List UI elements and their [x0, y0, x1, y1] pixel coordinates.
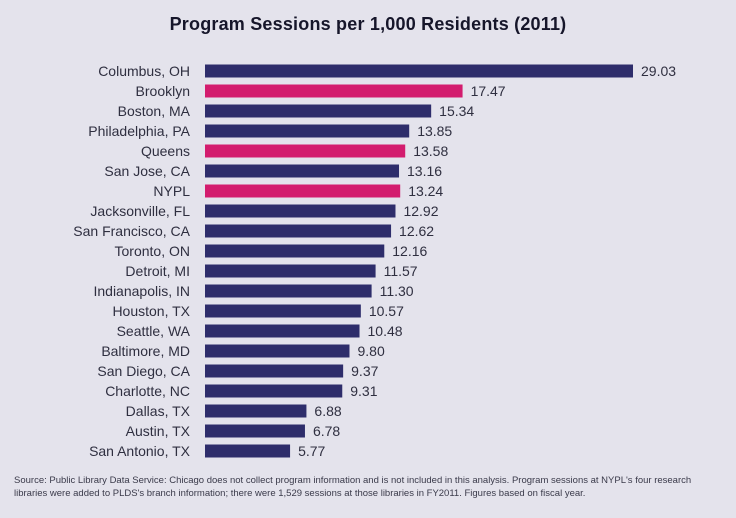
bar-baltimore-md: [205, 344, 350, 358]
bar-detroit-mi: [205, 264, 376, 278]
value-label-dallas-tx: 6.88: [314, 403, 341, 419]
category-label-houston-tx: Houston, TX: [112, 303, 190, 319]
value-label-columbus-oh: 29.03: [641, 63, 676, 79]
value-label-indianapolis-in: 11.30: [380, 283, 414, 299]
bar-columbus-oh: [205, 64, 633, 78]
bar-boston-ma: [205, 104, 432, 118]
bar-seattle-wa: [205, 324, 360, 338]
category-label-san-antonio-tx: San Antonio, TX: [89, 443, 191, 459]
category-label-columbus-oh: Columbus, OH: [98, 63, 190, 79]
value-label-philadelphia-pa: 13.85: [417, 123, 452, 139]
bar-philadelphia-pa: [205, 124, 410, 138]
bar-jacksonville-fl: [205, 204, 396, 218]
category-label-jacksonville-fl: Jacksonville, FL: [90, 203, 190, 219]
value-label-jacksonville-fl: 12.92: [403, 203, 438, 219]
value-label-san-jose-ca: 13.16: [407, 163, 442, 179]
value-label-austin-tx: 6.78: [313, 423, 340, 439]
category-label-boston-ma: Boston, MA: [118, 103, 191, 119]
category-label-san-jose-ca: San Jose, CA: [104, 163, 190, 179]
value-label-san-antonio-tx: 5.77: [298, 443, 325, 459]
bar-queens: [205, 144, 406, 158]
category-label-austin-tx: Austin, TX: [126, 423, 191, 439]
category-label-seattle-wa: Seattle, WA: [117, 323, 191, 339]
bar-nypl: [205, 184, 401, 198]
bar-indianapolis-in: [205, 284, 372, 298]
category-label-charlotte-nc: Charlotte, NC: [105, 383, 190, 399]
bar-austin-tx: [205, 424, 305, 438]
value-label-houston-tx: 10.57: [369, 303, 404, 319]
bar-san-jose-ca: [205, 164, 400, 178]
value-label-san-francisco-ca: 12.62: [399, 223, 434, 239]
category-label-baltimore-md: Baltimore, MD: [101, 343, 190, 359]
value-label-charlotte-nc: 9.31: [350, 383, 377, 399]
category-label-brooklyn: Brooklyn: [136, 83, 190, 99]
bar-brooklyn: [205, 84, 463, 98]
chart-title: Program Sessions per 1,000 Residents (20…: [169, 14, 567, 34]
category-label-nypl: NYPL: [153, 183, 190, 199]
value-label-detroit-mi: 11.57: [384, 263, 418, 279]
category-label-indianapolis-in: Indianapolis, IN: [93, 283, 190, 299]
category-label-queens: Queens: [141, 143, 190, 159]
value-label-seattle-wa: 10.48: [368, 323, 403, 339]
category-label-san-diego-ca: San Diego, CA: [97, 363, 190, 379]
value-label-queens: 13.58: [413, 143, 448, 159]
bar-san-antonio-tx: [205, 444, 291, 458]
category-label-detroit-mi: Detroit, MI: [125, 263, 190, 279]
bar-toronto-on: [205, 244, 385, 258]
value-label-boston-ma: 15.34: [439, 103, 474, 119]
bar-charlotte-nc: [205, 384, 343, 398]
value-label-toronto-on: 12.16: [392, 243, 427, 259]
bar-houston-tx: [205, 304, 361, 318]
bar-san-francisco-ca: [205, 224, 392, 238]
value-label-baltimore-md: 9.80: [357, 343, 384, 359]
bar-san-diego-ca: [205, 364, 344, 378]
bar-dallas-tx: [205, 404, 307, 418]
category-label-dallas-tx: Dallas, TX: [126, 403, 191, 419]
category-label-san-francisco-ca: San Francisco, CA: [73, 223, 190, 239]
value-label-san-diego-ca: 9.37: [351, 363, 378, 379]
category-label-philadelphia-pa: Philadelphia, PA: [88, 123, 190, 139]
value-label-brooklyn: 17.47: [471, 83, 506, 99]
source-note: Source: Public Library Data Service: Chi…: [14, 475, 692, 499]
value-label-nypl: 13.24: [408, 183, 443, 199]
category-label-toronto-on: Toronto, ON: [115, 243, 190, 259]
